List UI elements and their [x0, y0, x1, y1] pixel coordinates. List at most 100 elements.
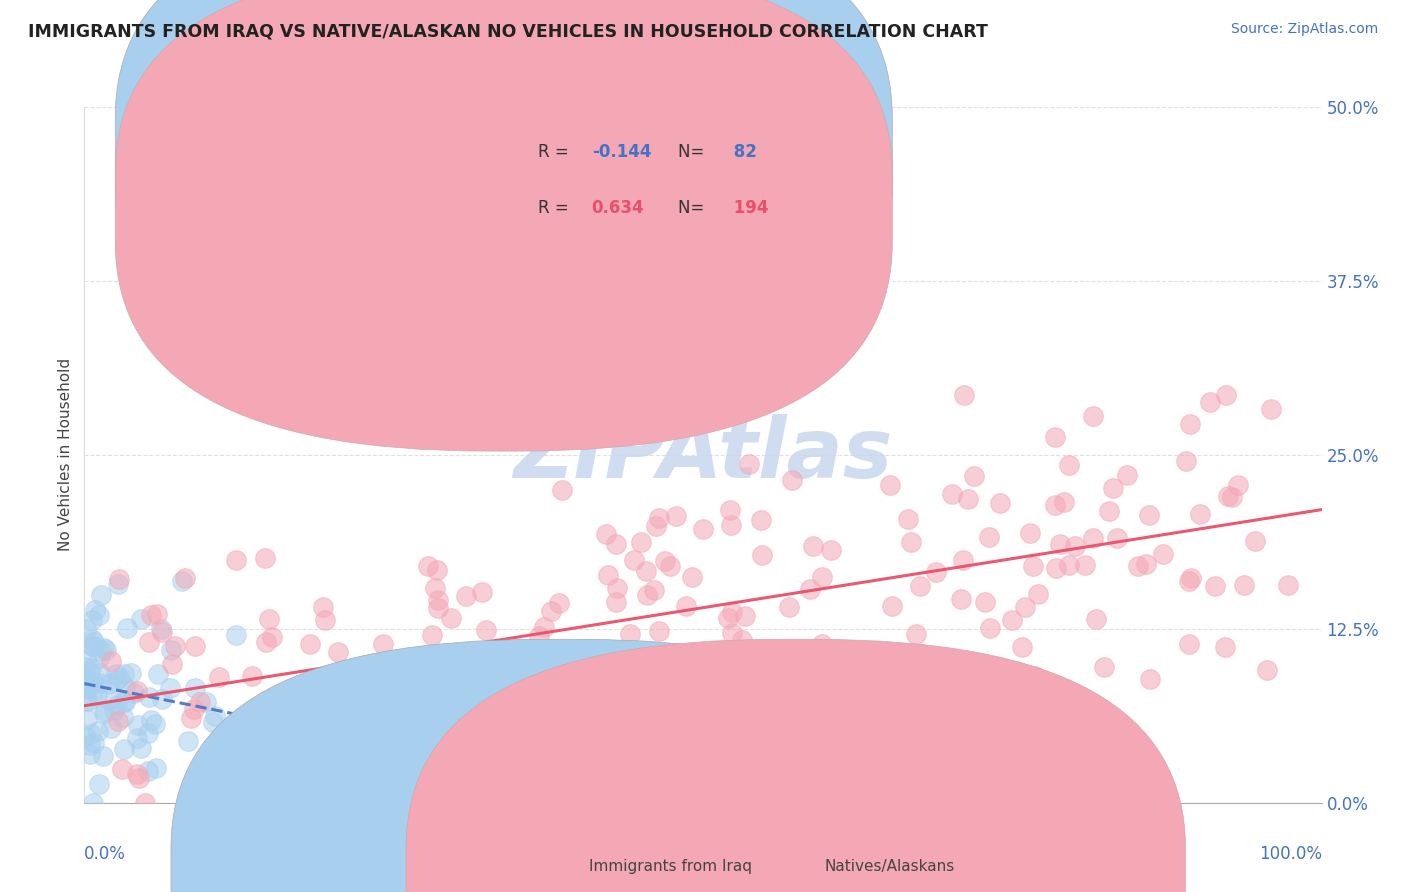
Point — [128, 771, 150, 785]
Point — [527, 629, 550, 643]
Point — [492, 648, 515, 663]
Point — [83, 736, 105, 750]
Point — [225, 628, 247, 642]
Point — [93, 641, 115, 656]
Point — [100, 654, 122, 668]
Text: R =: R = — [538, 199, 575, 217]
Point — [208, 670, 231, 684]
Point — [160, 643, 183, 657]
Point — [1049, 537, 1071, 551]
Point — [107, 576, 129, 591]
Point — [176, 796, 198, 810]
Point — [90, 644, 112, 658]
Point — [159, 681, 181, 695]
Point — [634, 658, 657, 673]
Point — [1260, 402, 1282, 417]
Point — [89, 608, 111, 623]
Point — [352, 718, 374, 732]
Point — [146, 666, 169, 681]
Point — [1024, 669, 1046, 683]
Text: 194: 194 — [728, 199, 768, 217]
Point — [681, 570, 703, 584]
Point — [1277, 578, 1299, 592]
Point — [256, 693, 278, 707]
Point — [143, 717, 166, 731]
Point — [533, 620, 555, 634]
Point — [260, 630, 283, 644]
Point — [173, 571, 195, 585]
Point — [741, 723, 763, 737]
Text: 82: 82 — [728, 143, 756, 161]
Point — [454, 589, 477, 603]
Point — [606, 581, 628, 595]
Point — [326, 645, 349, 659]
Point — [598, 568, 620, 582]
Point — [194, 695, 217, 709]
Point — [925, 565, 948, 579]
Point — [80, 639, 103, 653]
Point — [1001, 613, 1024, 627]
Point — [1116, 467, 1139, 482]
Point — [1213, 640, 1236, 655]
Point — [526, 756, 548, 770]
Point — [738, 458, 761, 472]
Point — [1043, 498, 1066, 512]
Point — [1174, 454, 1197, 468]
Point — [440, 610, 463, 624]
Point — [550, 483, 572, 497]
Point — [1014, 600, 1036, 615]
Point — [97, 677, 120, 691]
Point — [76, 681, 98, 696]
Point — [900, 534, 922, 549]
Point — [112, 710, 135, 724]
Point — [82, 682, 104, 697]
Point — [880, 667, 903, 681]
Point — [77, 680, 100, 694]
Point — [139, 713, 162, 727]
Point — [591, 645, 613, 659]
Point — [253, 550, 276, 565]
Point — [810, 569, 832, 583]
Point — [80, 613, 103, 627]
Point — [294, 685, 316, 699]
Point — [506, 690, 529, 705]
Point — [619, 626, 641, 640]
Point — [1126, 558, 1149, 573]
Point — [98, 693, 121, 707]
Point — [146, 607, 169, 622]
Point — [897, 511, 920, 525]
Point — [82, 639, 104, 653]
Point — [1026, 587, 1049, 601]
Point — [519, 741, 541, 756]
FancyBboxPatch shape — [172, 640, 950, 892]
Point — [90, 588, 112, 602]
Point — [111, 762, 134, 776]
Point — [127, 718, 149, 732]
Point — [114, 680, 136, 694]
Point — [950, 591, 973, 606]
Point — [77, 665, 100, 680]
Point — [276, 725, 298, 739]
Point — [1045, 429, 1067, 443]
Point — [129, 611, 152, 625]
Point — [1256, 663, 1278, 677]
Point — [115, 621, 138, 635]
Point — [202, 715, 225, 730]
Point — [801, 540, 824, 554]
Point — [342, 703, 364, 717]
Point — [260, 733, 283, 747]
Point — [385, 772, 408, 787]
Point — [125, 683, 148, 698]
Point — [659, 558, 682, 573]
Point — [1180, 571, 1202, 585]
Point — [1073, 558, 1095, 573]
Point — [343, 776, 366, 790]
Point — [537, 690, 560, 704]
Point — [416, 559, 439, 574]
Point — [89, 665, 111, 680]
Point — [299, 636, 322, 650]
Point — [79, 739, 101, 753]
Point — [257, 611, 280, 625]
Point — [522, 648, 544, 663]
Point — [675, 599, 697, 613]
